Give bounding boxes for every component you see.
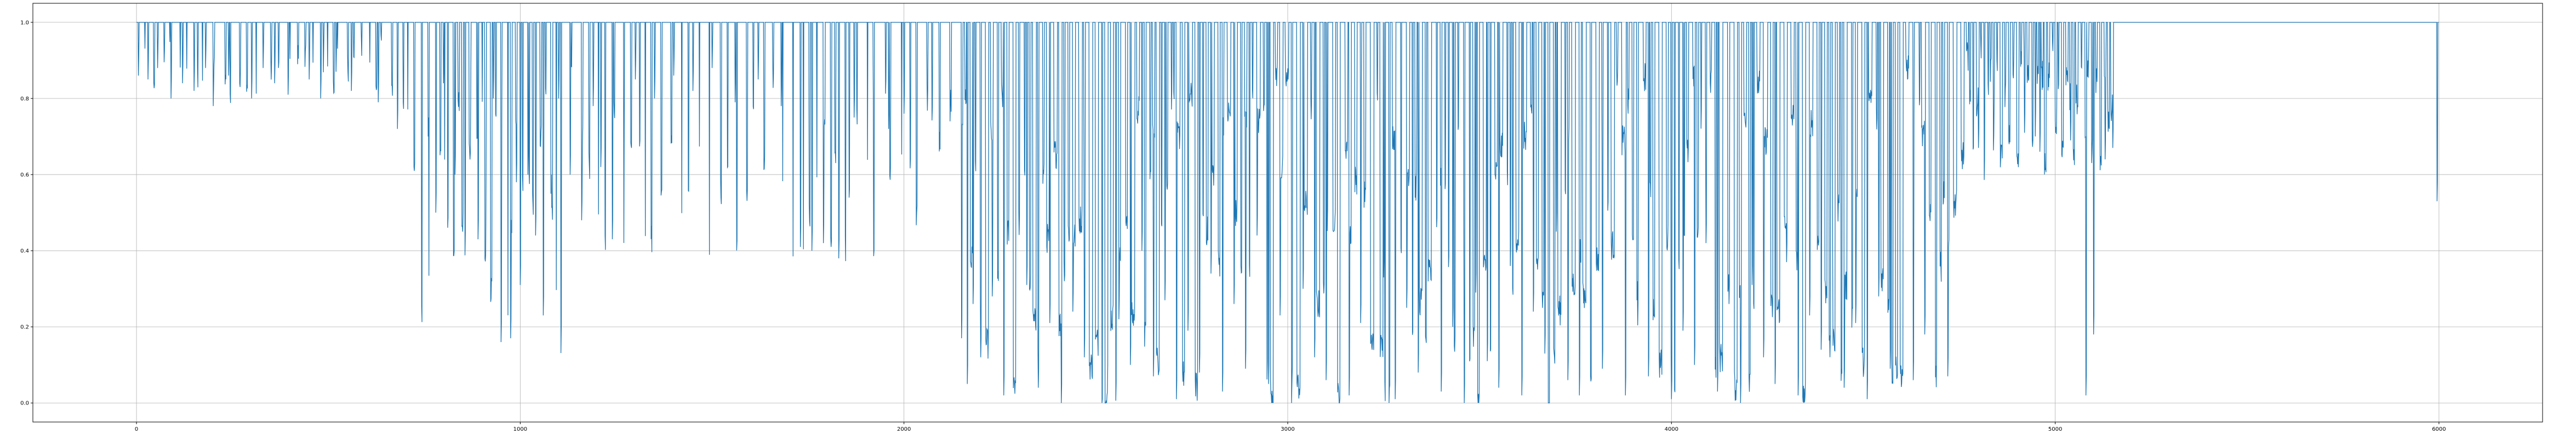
x-tick-label: 1000 (513, 426, 527, 432)
y-tick-label: 0.4 (20, 248, 29, 255)
x-tick-label: 6000 (2432, 426, 2446, 432)
y-tick-label: 0.6 (20, 172, 29, 178)
x-tick-label: 3000 (1281, 426, 1294, 432)
y-tick-label: 0.8 (20, 96, 29, 102)
ticks-layer: 0 1000 2000 3000 4000 5000 6000 0.0 0.2 0.4 0.6 0.8… (20, 20, 2446, 432)
x-tick-label: 5000 (2048, 426, 2062, 432)
y-tick-label: 0.2 (20, 325, 29, 331)
series-line (136, 22, 2439, 403)
x-tick-label: 4000 (1665, 426, 1678, 432)
plot-layer (136, 22, 2439, 403)
grid-layer (33, 3, 2543, 422)
x-tick-label: 0 (135, 426, 138, 432)
x-tick-label: 2000 (897, 426, 911, 432)
y-tick-label: 0.0 (20, 401, 29, 407)
y-tick-label: 1.0 (20, 20, 29, 26)
